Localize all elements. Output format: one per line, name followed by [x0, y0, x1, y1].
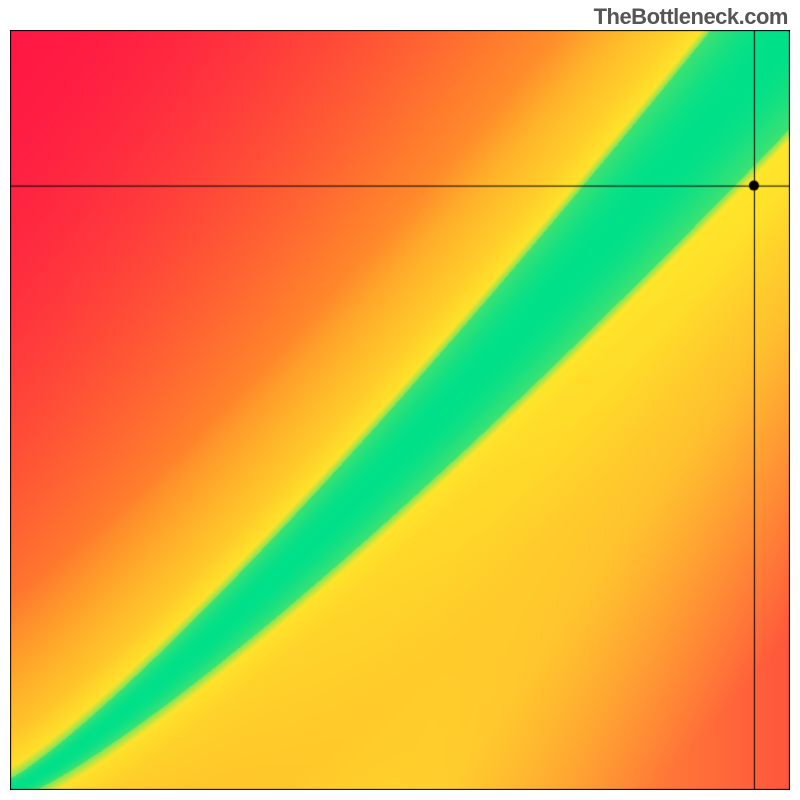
heatmap-plot — [10, 30, 790, 790]
heatmap-canvas — [10, 30, 790, 790]
watermark-text: TheBottleneck.com — [594, 4, 788, 30]
